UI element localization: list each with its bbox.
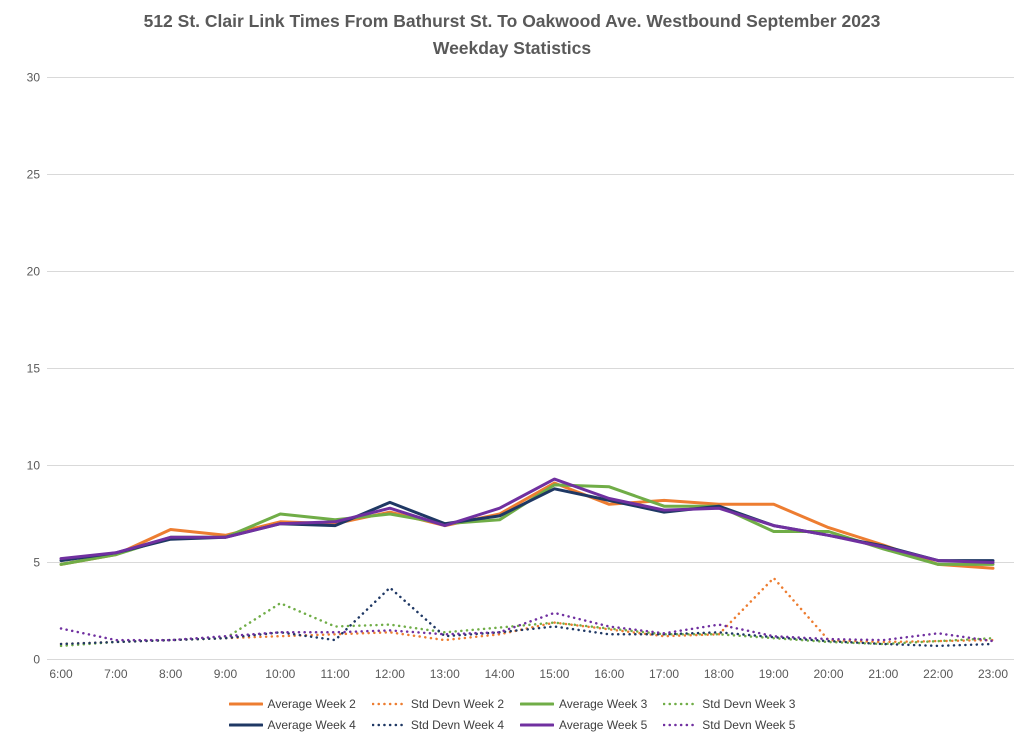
y-tick-label-20: 20 [27,265,41,279]
chart-legend: Average Week 2 Std Devn Week 2 Average Wee… [0,697,1024,732]
legend-row-2: Average Week 4 Std Devn Week 4 Average Wee… [228,718,795,732]
legend-row-1: Average Week 2 Std Devn Week 2 Average Wee… [228,697,795,711]
x-tick-label-1100: 11:00 [321,667,350,681]
x-tick-label-1600: 16:00 [594,667,624,681]
legend-item-std-devn-week-5: Std Devn Week 5 [663,718,795,732]
legend-item-std-devn-week-3: Std Devn Week 3 [663,697,795,711]
series-line-std-devn-week-5 [59,611,995,643]
x-tick-label-1500: 15:00 [539,667,569,681]
legend-item-std-devn-week-4: Std Devn Week 4 [371,718,504,732]
series-line-std-devn-week-3 [59,601,995,648]
legend-label: Average Week 5 [559,718,648,732]
series-line-std-devn-week-4 [59,586,995,648]
solid-line-swatch-icon [520,702,554,706]
solid-line-swatch-icon [520,723,554,727]
legend-item-std-devn-week-2: Std Devn Week 2 [371,697,504,711]
chart-title: 512 St. Clair Link Times From Bathurst S… [0,8,1024,62]
legend-item-average-week-2: Average Week 2 [228,697,356,711]
series-line-average-week-2 [59,481,995,570]
x-tick-label-1900: 19:00 [759,667,789,681]
x-tick-label-2200: 22:00 [923,667,953,681]
x-tick-label-1000: 10:00 [265,667,295,681]
dotted-line-swatch-icon [371,723,406,727]
solid-line-swatch-icon [228,702,263,706]
legend-item-average-week-4: Average Week 4 [228,718,356,732]
x-tick-label-2100: 21:00 [868,667,898,681]
x-tick-label-1700: 17:00 [649,667,679,681]
legend-label: Average Week 3 [559,697,648,711]
dotted-line-swatch-icon [663,723,698,727]
x-tick-label-1200: 12:00 [375,667,405,681]
legend-label: Std Devn Week 2 [410,697,504,711]
y-tick-label-10: 10 [27,459,41,473]
y-tick-label-15: 15 [27,362,41,376]
series-line-std-devn-week-2 [59,576,995,646]
legend-label: Std Devn Week 3 [702,697,796,711]
x-tick-label-1300: 13:00 [430,667,460,681]
y-tick-label-5: 5 [33,556,40,570]
legend-label: Average Week 2 [267,697,356,711]
dotted-line-swatch-icon [371,702,406,706]
legend-label: Std Devn Week 5 [702,718,796,732]
x-tick-label-2300: 23:00 [978,667,1008,681]
x-tick-label-2000: 20:00 [814,667,844,681]
legend-item-average-week-5: Average Week 5 [520,718,647,732]
legend-label: Average Week 4 [267,718,356,732]
x-tick-label-900: 9:00 [214,667,238,681]
legend-item-average-week-3: Average Week 3 [520,697,647,711]
x-tick-label-700: 7:00 [104,667,128,681]
solid-line-swatch-icon [228,723,263,727]
x-tick-label-1400: 14:00 [485,667,515,681]
y-tick-label-0: 0 [33,653,40,667]
series-line-average-week-5 [59,477,995,564]
y-tick-label-25: 25 [27,168,41,182]
legend-label: Std Devn Week 4 [410,718,504,732]
chart-title-line1: 512 St. Clair Link Times From Bathurst S… [143,11,881,31]
y-tick-label-30: 30 [27,71,41,85]
chart-title-line2: Weekday Statistics [432,38,592,58]
x-tick-label-800: 8:00 [159,667,183,681]
x-tick-label-600: 6:00 [49,667,73,681]
x-tick-label-1800: 18:00 [704,667,734,681]
dotted-line-swatch-icon [663,702,698,706]
